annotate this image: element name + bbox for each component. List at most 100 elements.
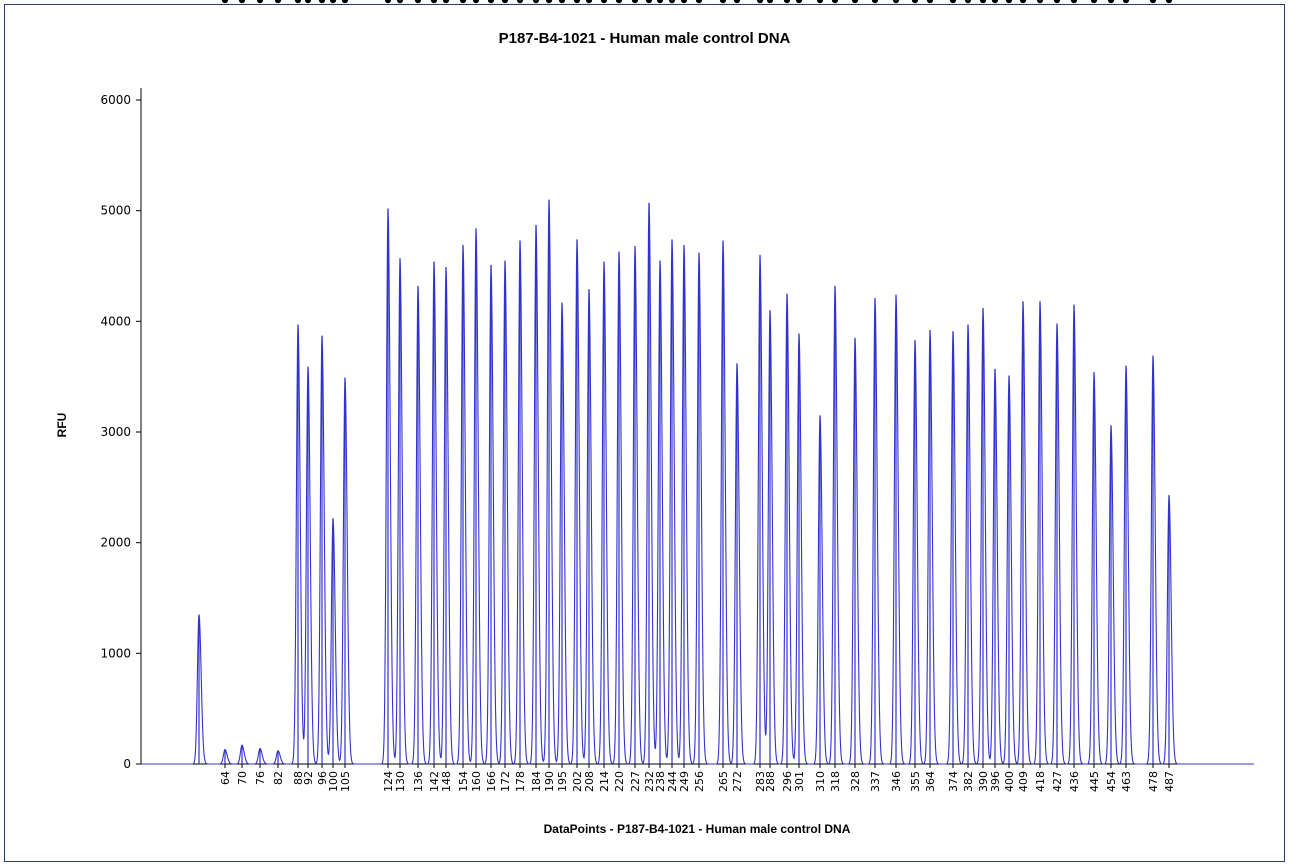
x-tick-label: 76	[254, 771, 267, 785]
peak-marker	[545, 0, 553, 4]
peak-marker	[573, 0, 581, 4]
x-tick-label: 220	[613, 771, 626, 792]
peak-marker	[766, 0, 774, 4]
peak-label: 272	[0, 0, 21, 3]
chart-frame	[4, 4, 1285, 862]
peak-label: 337	[0, 0, 21, 3]
x-tick-label: 64	[219, 771, 232, 785]
peak-label: 283	[0, 0, 21, 3]
x-tick-label: 256	[693, 771, 706, 792]
peak-label: 202	[0, 0, 21, 3]
peak-label: 288	[0, 0, 21, 3]
peak-marker	[979, 0, 987, 4]
chart-title: P187-B4-1021 - Human male control DNA	[498, 30, 791, 47]
peak-label: 184	[0, 0, 21, 3]
peak-marker	[949, 0, 957, 4]
peak-label: 130	[0, 0, 21, 3]
peak-label: 208	[0, 0, 21, 3]
peak-marker	[816, 0, 824, 4]
peak-label: 195	[0, 0, 21, 3]
x-tick-label: 244	[666, 771, 679, 792]
x-tick-label: 436	[1068, 771, 1081, 792]
x-tick-label: 184	[530, 771, 543, 792]
peak-label: 487	[0, 0, 21, 3]
peak-label: 148	[0, 0, 21, 3]
x-tick-label: 195	[556, 771, 569, 792]
x-tick-label: 124	[382, 771, 395, 792]
peak-label: 142	[0, 0, 21, 3]
peak-marker	[695, 0, 703, 4]
peak-marker	[964, 0, 972, 4]
peak-marker	[733, 0, 741, 4]
peak-marker	[501, 0, 509, 4]
peak-marker	[911, 0, 919, 4]
x-tick-label: 154	[457, 771, 470, 792]
x-tick-label: 265	[717, 771, 730, 792]
peak-label: 70	[0, 0, 14, 3]
x-tick-label: 82	[272, 771, 285, 785]
x-tick-label: 390	[977, 771, 990, 792]
x-tick-label: 310	[814, 771, 827, 792]
peak-marker	[1036, 0, 1044, 4]
peak-marker	[384, 0, 392, 4]
peak-label: 238	[0, 0, 21, 3]
peak-label: 244	[0, 0, 21, 3]
x-tick-label: 70	[236, 771, 249, 785]
peak-label: 328	[0, 0, 21, 3]
peak-marker	[631, 0, 639, 4]
peak-marker	[656, 0, 664, 4]
peak-marker	[831, 0, 839, 4]
peak-label: 232	[0, 0, 21, 3]
x-tick-label: 296	[781, 771, 794, 792]
x-tick-label: 478	[1147, 771, 1160, 792]
x-tick-label: 100	[327, 771, 340, 792]
peak-marker	[238, 0, 246, 4]
x-tick-label: 454	[1105, 771, 1118, 792]
peak-label: 454	[0, 0, 21, 3]
peak-marker	[991, 0, 999, 4]
peak-marker	[1019, 0, 1027, 4]
x-tick-label: 92	[302, 771, 315, 785]
x-tick-label: 487	[1163, 771, 1176, 792]
peak-marker	[585, 0, 593, 4]
x-tick-label: 227	[629, 771, 642, 792]
peak-marker	[532, 0, 540, 4]
peak-marker	[459, 0, 467, 4]
x-tick-label: 208	[583, 771, 596, 792]
peak-marker	[516, 0, 524, 4]
peak-label: 445	[0, 0, 21, 3]
peak-marker	[1070, 0, 1078, 4]
peak-marker	[414, 0, 422, 4]
x-tick-label: 445	[1088, 771, 1101, 792]
peak-marker	[472, 0, 480, 4]
y-tick-label: 5000	[100, 204, 131, 218]
y-tick-label: 0	[123, 757, 131, 771]
peak-marker	[558, 0, 566, 4]
peak-label: 64	[0, 0, 14, 3]
y-tick-label: 3000	[100, 425, 131, 439]
peak-label: 463	[0, 0, 21, 3]
peak-label: 76	[0, 0, 14, 3]
x-tick-label: 346	[890, 771, 903, 792]
peak-label: 256	[0, 0, 21, 3]
peak-marker	[600, 0, 608, 4]
peak-label: 96	[0, 0, 14, 3]
peak-marker	[668, 0, 676, 4]
peak-label: 346	[0, 0, 21, 3]
peak-label: 382	[0, 0, 21, 3]
peak-label: 396	[0, 0, 21, 3]
peak-marker	[304, 0, 312, 4]
peak-label: 418	[0, 0, 21, 3]
peak-marker	[396, 0, 404, 4]
peak-label: 400	[0, 0, 21, 3]
peak-label: 105	[0, 0, 21, 3]
peak-marker	[719, 0, 727, 4]
x-tick-label: 178	[514, 771, 527, 792]
x-tick-label: 288	[764, 771, 777, 792]
peak-marker	[1005, 0, 1013, 4]
x-tick-label: 172	[499, 771, 512, 792]
peak-marker	[783, 0, 791, 4]
x-tick-label: 160	[470, 771, 483, 792]
peak-marker	[645, 0, 653, 4]
